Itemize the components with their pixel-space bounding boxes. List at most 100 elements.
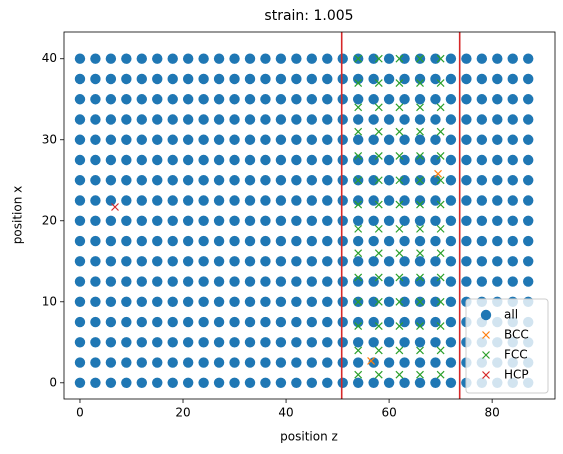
point — [523, 195, 534, 206]
cross-marker — [354, 79, 363, 87]
point — [198, 195, 209, 206]
x-tick-label: 80 — [485, 406, 500, 420]
y-axis-label: position x — [11, 186, 25, 244]
point — [198, 296, 209, 307]
point — [90, 114, 101, 125]
point — [90, 215, 101, 226]
point — [445, 316, 457, 328]
cross-marker — [374, 103, 383, 112]
point — [121, 114, 132, 125]
point — [461, 154, 472, 166]
point — [182, 154, 194, 166]
point — [383, 296, 395, 307]
point — [229, 114, 240, 125]
point — [337, 377, 348, 388]
point — [430, 377, 441, 388]
point — [507, 235, 518, 247]
point — [90, 256, 101, 267]
point — [445, 235, 457, 247]
point — [461, 134, 472, 145]
point — [275, 73, 287, 85]
point — [229, 154, 240, 166]
point — [523, 235, 534, 247]
cross-marker — [374, 79, 383, 87]
point — [337, 296, 348, 307]
point — [399, 154, 410, 166]
point — [229, 175, 240, 186]
cross-marker — [374, 370, 383, 379]
point — [445, 73, 457, 85]
point — [430, 276, 441, 287]
point — [229, 235, 240, 247]
point — [352, 337, 364, 348]
point — [322, 195, 333, 206]
point — [90, 134, 101, 145]
point — [322, 377, 333, 388]
point — [291, 256, 302, 267]
cross-marker — [354, 200, 363, 209]
point — [244, 73, 256, 85]
cross-marker — [374, 200, 383, 209]
point — [182, 94, 194, 105]
point — [383, 73, 395, 85]
point — [368, 296, 379, 307]
point — [368, 235, 379, 247]
point — [105, 357, 117, 368]
point — [414, 276, 426, 287]
point — [322, 73, 333, 85]
point — [260, 337, 271, 348]
point — [352, 377, 364, 388]
point — [414, 316, 426, 328]
point — [399, 377, 410, 388]
point — [383, 337, 395, 348]
point — [198, 235, 209, 247]
point — [152, 114, 163, 125]
cross-marker — [416, 152, 424, 160]
point — [229, 53, 240, 64]
point — [337, 134, 348, 145]
point — [244, 215, 256, 226]
cross-marker — [395, 370, 404, 379]
point — [322, 256, 333, 267]
x-tick-label: 40 — [278, 406, 293, 420]
point — [461, 94, 472, 105]
point — [414, 134, 426, 145]
point — [275, 377, 287, 388]
point — [260, 296, 271, 307]
point — [90, 276, 101, 287]
point — [445, 276, 457, 287]
point — [399, 296, 410, 307]
point — [306, 215, 318, 226]
point — [105, 195, 117, 206]
point — [198, 175, 209, 186]
point — [492, 276, 503, 287]
point — [260, 357, 271, 368]
point — [383, 235, 395, 247]
point — [337, 235, 348, 247]
y-tick-label: 20 — [42, 213, 57, 227]
point — [105, 94, 117, 105]
point — [182, 357, 194, 368]
point — [74, 175, 86, 186]
point — [105, 296, 117, 307]
point — [74, 337, 86, 348]
point — [445, 114, 457, 125]
point — [322, 114, 333, 125]
point — [461, 215, 472, 226]
point — [167, 195, 178, 206]
point — [260, 316, 271, 328]
point — [90, 357, 101, 368]
y-tick-label: 40 — [42, 51, 57, 65]
point — [414, 235, 426, 247]
point — [306, 377, 318, 388]
point — [492, 215, 503, 226]
point — [167, 316, 178, 328]
point — [306, 256, 318, 267]
point — [306, 357, 318, 368]
point — [244, 316, 256, 328]
x-tick-label: 60 — [381, 406, 396, 420]
cross-marker — [354, 273, 363, 282]
point — [244, 94, 256, 105]
point — [136, 377, 147, 388]
point — [136, 134, 147, 145]
